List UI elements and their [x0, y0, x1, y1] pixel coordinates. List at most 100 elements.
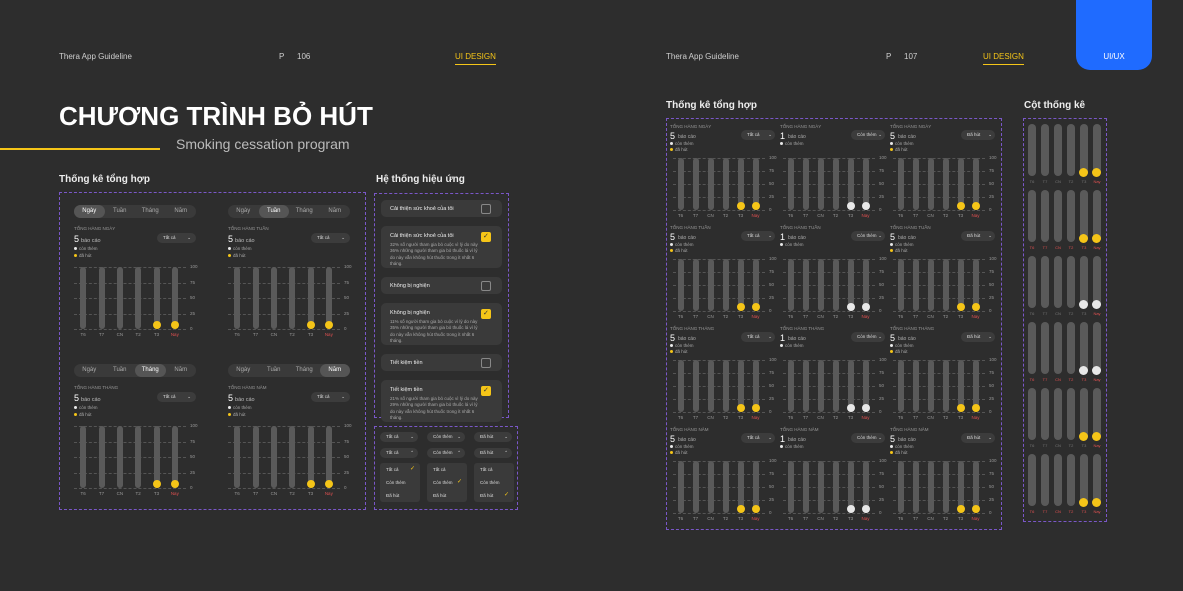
filter-dropdown[interactable]: Tất cả ⌄	[741, 130, 775, 140]
count-unit: báo cáo	[898, 235, 916, 241]
effect-checkbox[interactable]	[481, 281, 491, 291]
y-tick-label: 50	[989, 282, 995, 287]
uiux-tab[interactable]: UI/UX	[1076, 0, 1152, 70]
effect-option[interactable]: Cải thiện sức khoẻ của tôi 32% số người t…	[381, 226, 502, 268]
chevron-down-icon: ⌄	[504, 434, 508, 439]
menu-item[interactable]: Tất cả	[480, 467, 493, 472]
value-dot	[1079, 234, 1088, 243]
segment-0[interactable]: Ngày	[236, 367, 251, 373]
legend-label: đã hút	[895, 147, 908, 152]
filter-dropdown[interactable]: Đã hút ⌃	[474, 448, 512, 458]
effect-checkbox[interactable]	[481, 358, 491, 368]
filter-dropdown[interactable]: Tất cả ⌄	[741, 332, 775, 342]
filter-dropdown[interactable]: Đã hút ⌄	[961, 130, 995, 140]
count-unit: báo cáo	[81, 238, 101, 244]
y-tick-label: 75	[879, 269, 885, 274]
legend-dot	[670, 148, 673, 152]
effect-option[interactable]: Không bị nghiện	[381, 277, 502, 294]
filter-dropdown[interactable]: Tất cả ⌄	[157, 392, 196, 402]
segment-0[interactable]: Ngày	[82, 367, 97, 373]
total-count: 5	[890, 131, 896, 141]
filter-dropdown[interactable]: Còn thèm ⌄	[851, 231, 885, 241]
menu-item[interactable]: Đã hút	[474, 489, 514, 502]
y-tick-label: 25	[879, 497, 885, 502]
filter-dropdown[interactable]: Tất cả ⌄	[741, 231, 775, 241]
dropdown-label: Đã hút	[480, 434, 494, 439]
effect-checkbox[interactable]	[481, 386, 491, 396]
filter-dropdown[interactable]: Còn thèm ⌄	[851, 130, 885, 140]
y-tick-label: 50	[769, 282, 775, 287]
filter-dropdown[interactable]: Đã hút ⌄	[474, 432, 512, 442]
legend-label: còn thèm	[675, 343, 694, 348]
filter-dropdown[interactable]: Tất cả ⌄	[311, 392, 350, 402]
segment-0[interactable]: Ngày	[236, 208, 251, 214]
segment-1[interactable]: Tuần	[113, 367, 127, 373]
x-tick-label: CN	[707, 213, 714, 218]
grid-line	[783, 412, 875, 413]
right-section-label: UI DESIGN	[983, 52, 1024, 65]
filter-dropdown[interactable]: Còn thèm ⌃	[427, 448, 465, 458]
effect-option[interactable]: Tiết kiệm tiền 21% số người tham gia bỏ c…	[381, 380, 502, 422]
legend-dot	[890, 148, 893, 152]
value-dot	[1092, 498, 1101, 507]
period-segmented-control[interactable]: Ngày Tuần Tháng Năm	[228, 205, 350, 218]
menu-item[interactable]: Đã hút	[433, 493, 447, 498]
legend-dot	[890, 350, 893, 354]
filter-dropdown[interactable]: Đã hút ⌄	[961, 332, 995, 342]
period-segmented-control[interactable]: Ngày Tuần Tháng Năm	[74, 205, 196, 218]
x-tick-label: T7	[1042, 311, 1048, 316]
menu-item[interactable]: Tất cả	[433, 467, 446, 472]
x-tick-label: T6	[897, 213, 904, 218]
chevron-up-icon: ⌃	[457, 450, 461, 455]
segment-2[interactable]: Tháng	[295, 367, 313, 373]
segment-3[interactable]: Năm	[328, 208, 342, 214]
menu-item[interactable]: Còn thèm	[427, 476, 467, 489]
segment-2[interactable]: Tháng	[141, 208, 159, 214]
chevron-down-icon: ⌄	[878, 435, 882, 440]
filter-dropdown[interactable]: Tất cả ⌄	[157, 233, 196, 243]
legend-label: đã hút	[79, 412, 92, 417]
menu-item[interactable]: Còn thèm	[386, 480, 406, 485]
column-bar	[1067, 124, 1075, 176]
bar	[942, 259, 949, 311]
filter-dropdown[interactable]: Đã hút ⌄	[961, 231, 995, 241]
segment-2[interactable]: Tháng	[135, 364, 166, 377]
effect-option[interactable]: Cải thiện sức khoẻ của tôi	[381, 200, 502, 217]
segment-1[interactable]: Tuần	[113, 208, 127, 214]
count-unit: báo cáo	[788, 235, 806, 241]
value-dot	[861, 404, 870, 412]
grid-line	[783, 373, 875, 374]
effect-checkbox[interactable]	[481, 232, 491, 242]
segment-1[interactable]: Tuần	[267, 367, 281, 373]
bar-chart: 100 75 50 25 0 T6 T7 CN T2 T3 Nay	[673, 458, 781, 523]
effect-option[interactable]: Không bị nghiện 11% số người tham gia bỏ …	[381, 303, 502, 345]
segment-3[interactable]: Năm	[319, 364, 350, 377]
legend-dot	[670, 350, 673, 354]
segment-0[interactable]: Ngày	[74, 205, 105, 218]
x-tick-label: CN	[116, 332, 124, 337]
filter-dropdown[interactable]: Còn thèm ⌄	[427, 432, 465, 442]
filter-dropdown[interactable]: Còn thèm ⌄	[851, 332, 885, 342]
menu-item[interactable]: Đã hút	[386, 493, 400, 498]
filter-dropdown[interactable]: Tất cả ⌄	[311, 233, 350, 243]
menu-item[interactable]: Còn thèm	[480, 480, 500, 485]
effect-option[interactable]: Tiết kiệm tiền	[381, 354, 502, 371]
menu-item[interactable]: Tất cả	[380, 463, 420, 476]
period-segmented-control[interactable]: Ngày Tuần Tháng Năm	[228, 364, 350, 377]
filter-dropdown[interactable]: Tất cả ⌃	[380, 448, 418, 458]
segment-2[interactable]: Tháng	[295, 208, 313, 214]
filter-dropdown[interactable]: Tất cả ⌄	[741, 433, 775, 443]
filter-dropdown[interactable]: Đã hút ⌄	[961, 433, 995, 443]
effect-checkbox[interactable]	[481, 204, 491, 214]
legend-craving: còn thèm	[890, 242, 914, 247]
segment-1[interactable]: Tuần	[258, 205, 289, 218]
effect-checkbox[interactable]	[481, 309, 491, 319]
y-tick-label: 75	[879, 370, 885, 375]
filter-dropdown[interactable]: Còn thèm ⌄	[851, 433, 885, 443]
bar	[862, 259, 869, 311]
segment-3[interactable]: Năm	[174, 367, 188, 373]
filter-dropdown[interactable]: Tất cả ⌄	[380, 432, 418, 442]
segment-3[interactable]: Năm	[174, 208, 188, 214]
period-segmented-control[interactable]: Ngày Tuần Tháng Năm	[74, 364, 196, 377]
x-tick-label: Nay	[1093, 311, 1101, 316]
